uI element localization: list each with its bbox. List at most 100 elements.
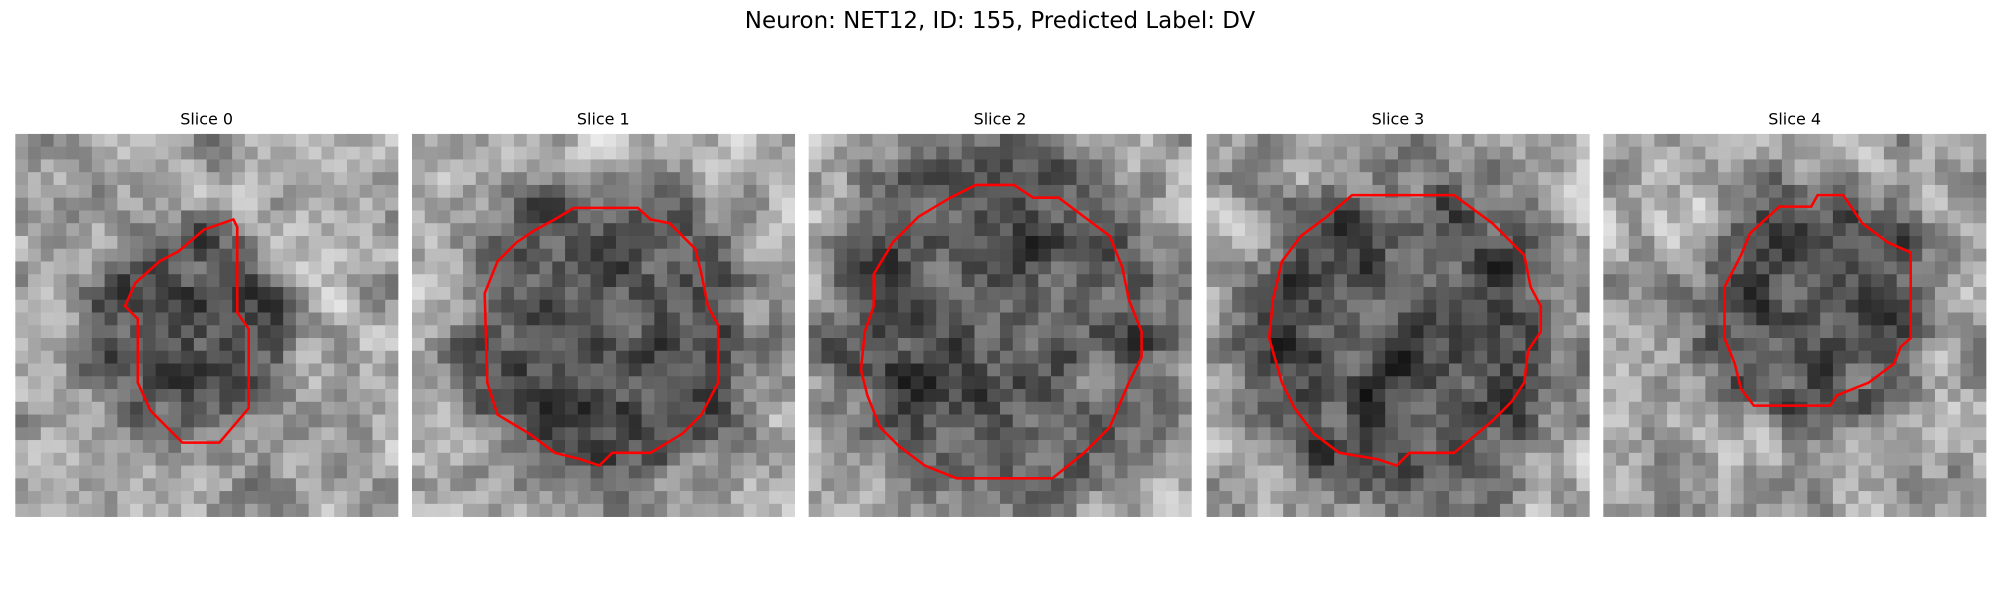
pixel	[923, 286, 937, 301]
pixel	[1000, 248, 1014, 262]
pixel	[1206, 146, 1220, 160]
pixel	[1883, 274, 1898, 288]
pixel	[168, 350, 182, 364]
pixel	[142, 133, 156, 148]
pixel	[654, 389, 668, 403]
pixel	[1551, 248, 1565, 262]
pixel	[692, 223, 706, 237]
pixel	[1896, 172, 1910, 186]
pixel	[846, 389, 861, 403]
pixel	[488, 312, 502, 326]
pixel	[1372, 414, 1386, 428]
pixel	[1089, 465, 1103, 479]
pixel	[475, 401, 489, 415]
pixel	[628, 389, 642, 403]
pixel	[1603, 223, 1617, 237]
pixel	[1909, 503, 1923, 517]
pixel	[1436, 427, 1450, 441]
pixel	[334, 146, 348, 160]
pixel	[450, 299, 464, 313]
pixel	[1000, 465, 1014, 479]
pixel	[1616, 274, 1630, 288]
pixel	[1244, 338, 1259, 352]
pixel	[859, 338, 873, 352]
pixel	[808, 350, 822, 364]
pixel	[53, 184, 67, 199]
pixel	[730, 491, 745, 505]
pixel	[1244, 465, 1259, 479]
pixel	[66, 133, 80, 148]
pixel	[270, 389, 284, 403]
pixel	[1359, 197, 1373, 211]
pixel	[155, 235, 169, 250]
pixel	[897, 389, 912, 403]
pixel	[79, 376, 93, 390]
pixel	[334, 210, 348, 224]
pixel	[1397, 248, 1412, 262]
pixel	[1385, 299, 1399, 313]
pixel	[1667, 274, 1681, 288]
pixel	[910, 312, 924, 326]
pixel	[1153, 427, 1167, 441]
pixel	[590, 427, 604, 441]
pixel	[40, 401, 54, 415]
pixel	[1883, 172, 1898, 186]
pixel	[1820, 312, 1834, 326]
pixel	[295, 465, 310, 479]
pixel	[372, 491, 386, 505]
pixel	[1960, 491, 1974, 505]
pixel	[193, 286, 208, 301]
pixel	[411, 363, 426, 377]
pixel	[1576, 350, 1590, 364]
pixel	[1845, 376, 1859, 390]
pixel	[1679, 312, 1693, 326]
pixel	[488, 465, 502, 479]
pixel	[1051, 274, 1065, 288]
pixel	[1283, 452, 1297, 466]
pixel	[488, 491, 502, 505]
pixel	[1244, 299, 1259, 313]
pixel	[1397, 146, 1412, 160]
pixel	[808, 325, 822, 339]
pixel	[270, 172, 284, 186]
pixel	[475, 427, 489, 441]
pixel	[1973, 491, 1987, 505]
pixel	[628, 491, 642, 505]
pixel	[1423, 235, 1437, 250]
pixel	[859, 465, 873, 479]
pixel	[244, 376, 259, 390]
pixel	[1140, 363, 1154, 377]
pixel	[1603, 248, 1617, 262]
pixel	[1334, 133, 1348, 148]
pixel	[1385, 363, 1399, 377]
pixel	[1295, 465, 1310, 479]
pixel	[1165, 491, 1179, 505]
pixel	[1973, 197, 1987, 211]
pixel	[1769, 172, 1783, 186]
pixel	[1922, 376, 1936, 390]
pixel	[257, 197, 271, 211]
pixel	[463, 184, 477, 199]
pixel	[308, 223, 322, 237]
pixel	[1436, 133, 1450, 148]
pixel	[155, 261, 169, 275]
pixel	[654, 133, 668, 148]
pixel	[334, 261, 348, 275]
pixel	[1038, 452, 1052, 466]
pixel	[1244, 325, 1259, 339]
pixel	[1896, 197, 1910, 211]
pixel	[1500, 133, 1514, 148]
pixel	[28, 299, 42, 313]
pixel	[1308, 389, 1322, 403]
pixel	[781, 184, 796, 199]
pixel	[155, 312, 169, 326]
pixel	[501, 325, 515, 339]
pixel	[743, 376, 757, 390]
pixel	[1089, 452, 1103, 466]
pixel	[692, 427, 706, 441]
pixel	[1947, 440, 1961, 454]
pixel	[257, 223, 271, 237]
pixel	[1563, 389, 1577, 403]
pixel	[1334, 465, 1348, 479]
pixel	[552, 248, 566, 262]
